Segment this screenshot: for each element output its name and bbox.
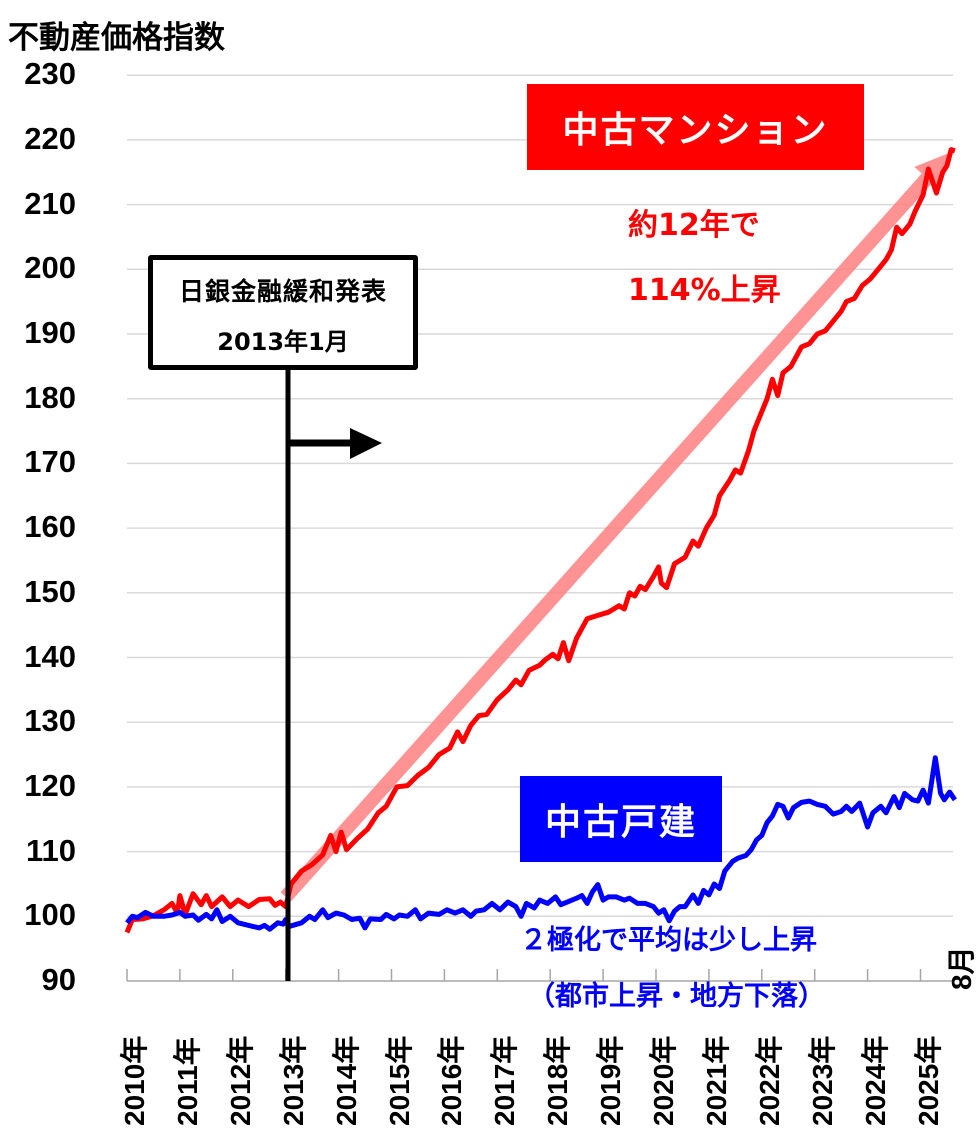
x-tick-label: 2017年: [489, 1035, 521, 1126]
x-tick-label: 2023年: [806, 1035, 838, 1126]
y-tick-label: 160: [24, 509, 76, 545]
mansion-note-line1: 約12年で: [628, 208, 760, 243]
x-axis-end-month: 8月: [946, 946, 977, 990]
x-tick-label: 2010年: [119, 1035, 150, 1126]
boj-annotation-title: 日銀金融緩和発表: [178, 277, 387, 306]
y-tick-label: 120: [24, 767, 76, 803]
x-axis: [126, 969, 953, 982]
y-tick-label: 100: [24, 897, 76, 933]
x-tick-label: 2020年: [648, 1035, 679, 1126]
x-tick-label: 2011年: [171, 1037, 203, 1126]
legend-mansion-box: 中古マンション: [527, 84, 864, 170]
y-tick-label: 210: [24, 185, 76, 221]
house-note-line1: ２極化で平均は少し上昇: [520, 925, 817, 956]
x-tick-label: 2014年: [330, 1035, 362, 1126]
house-note-line2: （都市上昇・地方下落）: [528, 981, 825, 1012]
y-tick-label: 200: [24, 250, 76, 286]
boj-annotation-date: 2013年1月: [217, 328, 349, 356]
y-tick-label: 110: [25, 832, 76, 868]
y-tick-label: 140: [24, 638, 76, 674]
y-tick-label: 90: [41, 962, 76, 997]
y-tick-label: 230: [24, 56, 76, 92]
y-tick-label: 130: [24, 703, 76, 739]
x-tick-label: 2021年: [700, 1035, 732, 1126]
boj-annotation-box: 日銀金融緩和発表 2013年1月: [148, 255, 418, 370]
legend-house-box: 中古戸建: [520, 776, 722, 862]
x-tick-label: 2012年: [224, 1035, 256, 1126]
x-tick-label: 2019年: [595, 1035, 627, 1126]
y-axis-title: 不動産価格指数: [8, 20, 225, 56]
x-tick-label: 2013年: [277, 1035, 309, 1126]
y-tick-label: 170: [24, 444, 76, 480]
y-tick-label: 190: [24, 315, 76, 350]
y-tick-label: 220: [24, 120, 76, 156]
x-tick-label: 2022年: [753, 1035, 785, 1126]
x-tick-label: 2024年: [859, 1035, 891, 1126]
mansion-note-line2: 114%上昇: [628, 273, 781, 308]
series-line-house: [125, 755, 957, 932]
x-tick-label: 2015年: [383, 1035, 415, 1126]
y-tick-label: 150: [24, 573, 76, 609]
x-tick-label: 2016年: [436, 1035, 468, 1126]
x-tick-label: 2025年: [912, 1035, 944, 1126]
series-line-mansion: [124, 147, 956, 934]
trend-arrow: [280, 173, 933, 902]
y-tick-label: 180: [24, 379, 76, 415]
x-tick-label: 2018年: [542, 1035, 574, 1126]
boj-arrow-head: [350, 428, 382, 459]
